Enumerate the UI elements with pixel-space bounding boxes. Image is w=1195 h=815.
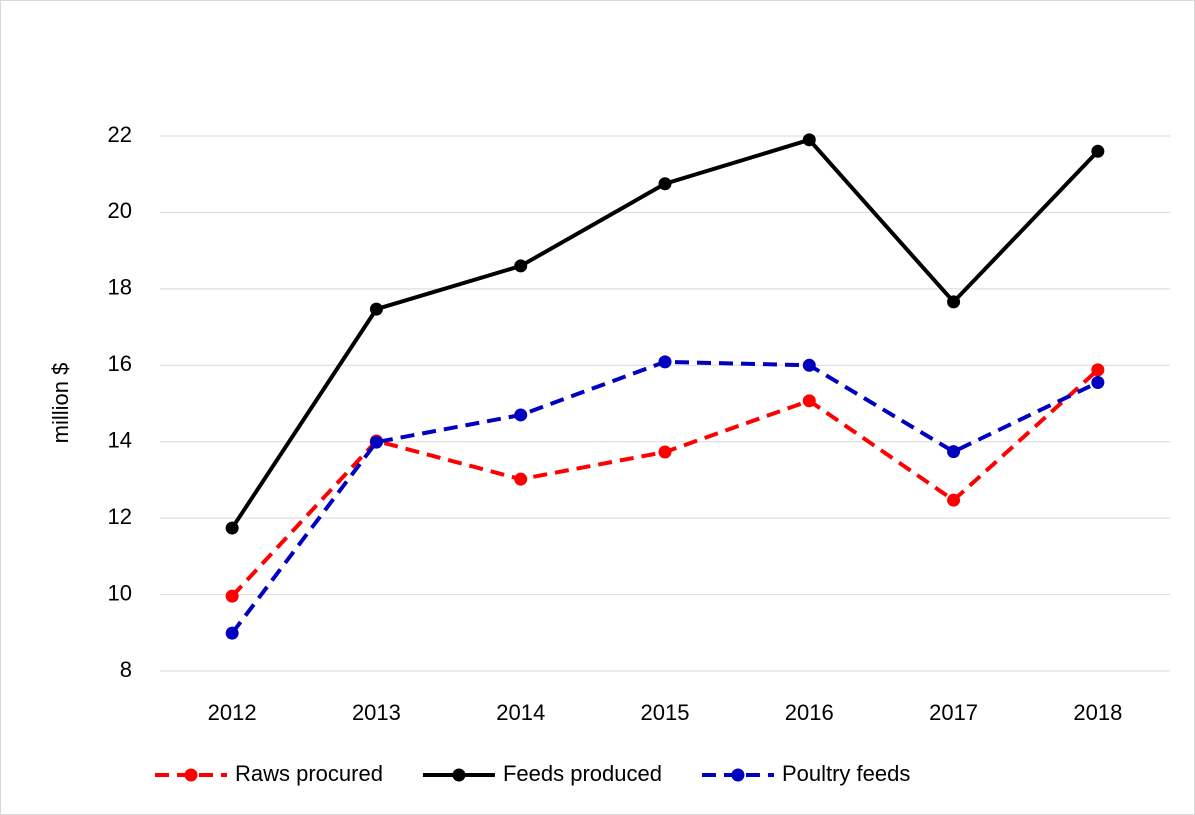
legend-label: Poultry feeds xyxy=(782,761,910,786)
x-tick-label: 2012 xyxy=(208,700,257,725)
data-point xyxy=(1091,144,1105,158)
y-tick-label: 12 xyxy=(108,504,132,529)
data-point xyxy=(658,177,672,191)
legend-marker xyxy=(731,768,745,782)
y-tick-label: 8 xyxy=(120,657,132,682)
x-tick-label: 2016 xyxy=(785,700,834,725)
data-point xyxy=(658,445,672,459)
data-point xyxy=(225,626,239,640)
data-point xyxy=(1091,363,1105,377)
x-tick-label: 2018 xyxy=(1073,700,1122,725)
x-tick-label: 2015 xyxy=(641,700,690,725)
data-point xyxy=(802,394,816,408)
legend-label: Raws procured xyxy=(235,761,383,786)
data-point xyxy=(802,358,816,372)
x-tick-label: 2013 xyxy=(352,700,401,725)
data-point xyxy=(225,589,239,603)
data-point xyxy=(225,521,239,535)
data-point xyxy=(947,295,961,309)
legend-label: Feeds produced xyxy=(503,761,662,786)
y-tick-label: 18 xyxy=(108,275,132,300)
data-point xyxy=(514,259,528,273)
data-point xyxy=(947,493,961,507)
data-point xyxy=(369,435,383,449)
legend-marker xyxy=(452,768,466,782)
legend-marker xyxy=(184,768,198,782)
y-tick-label: 16 xyxy=(108,351,132,376)
data-point xyxy=(947,445,961,459)
data-point xyxy=(658,355,672,369)
y-tick-label: 10 xyxy=(108,580,132,605)
y-axis-label: million $ xyxy=(48,363,73,444)
data-point xyxy=(1091,375,1105,389)
x-tick-label: 2017 xyxy=(929,700,978,725)
y-tick-label: 20 xyxy=(108,198,132,223)
y-tick-label: 22 xyxy=(108,122,132,147)
data-point xyxy=(514,472,528,486)
y-tick-label: 14 xyxy=(108,428,132,453)
data-point xyxy=(514,408,528,422)
data-point xyxy=(802,133,816,147)
data-point xyxy=(369,302,383,316)
x-tick-label: 2014 xyxy=(496,700,545,725)
